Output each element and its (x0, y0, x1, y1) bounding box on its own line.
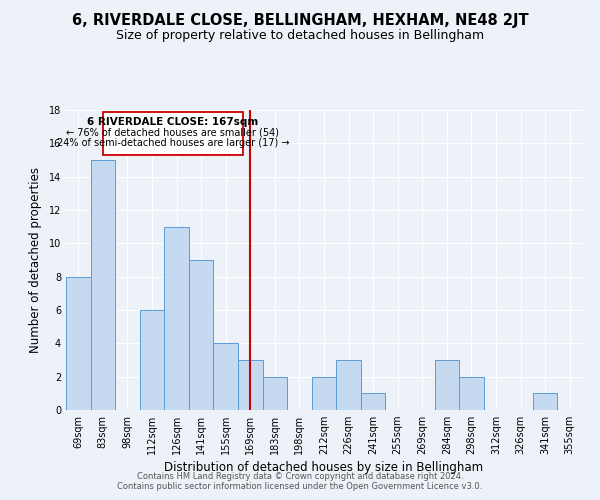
Y-axis label: Number of detached properties: Number of detached properties (29, 167, 42, 353)
Text: 6 RIVERDALE CLOSE: 167sqm: 6 RIVERDALE CLOSE: 167sqm (87, 116, 259, 126)
Bar (164, 226, 189, 410)
Bar (214, 344, 238, 410)
Text: ← 76% of detached houses are smaller (54): ← 76% of detached houses are smaller (54… (67, 128, 280, 138)
Bar (312, 376, 336, 410)
Bar (66, 276, 91, 410)
Bar (189, 260, 214, 410)
Bar (336, 360, 361, 410)
FancyBboxPatch shape (103, 112, 243, 155)
Text: Size of property relative to detached houses in Bellingham: Size of property relative to detached ho… (116, 29, 484, 42)
X-axis label: Distribution of detached houses by size in Bellingham: Distribution of detached houses by size … (164, 462, 484, 474)
Bar (238, 360, 263, 410)
Text: 6, RIVERDALE CLOSE, BELLINGHAM, HEXHAM, NE48 2JT: 6, RIVERDALE CLOSE, BELLINGHAM, HEXHAM, … (71, 12, 529, 28)
Text: Contains HM Land Registry data © Crown copyright and database right 2024.: Contains HM Land Registry data © Crown c… (137, 472, 463, 481)
Bar (91, 160, 115, 410)
Bar (533, 394, 557, 410)
Bar (459, 376, 484, 410)
Bar (263, 376, 287, 410)
Bar (140, 310, 164, 410)
Text: Contains public sector information licensed under the Open Government Licence v3: Contains public sector information licen… (118, 482, 482, 491)
Text: 24% of semi-detached houses are larger (17) →: 24% of semi-detached houses are larger (… (56, 138, 289, 148)
Bar (361, 394, 385, 410)
Bar (434, 360, 459, 410)
